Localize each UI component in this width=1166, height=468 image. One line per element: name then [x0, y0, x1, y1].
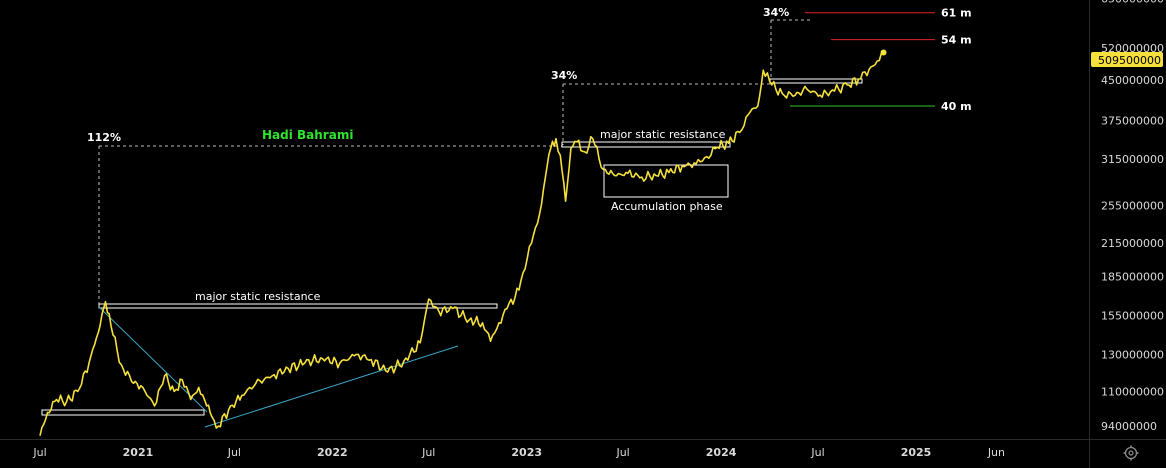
y-tick-label: 94000000	[1101, 420, 1157, 433]
x-tick-label: 2021	[123, 446, 154, 459]
accumulation-label: Accumulation phase	[611, 200, 723, 213]
x-tick-label: Jul	[810, 446, 824, 459]
price-series	[39, 49, 887, 436]
x-tick-label: 2022	[317, 446, 348, 459]
gear-icon-ring	[1124, 446, 1138, 460]
y-tick-label: 185000000	[1101, 270, 1164, 283]
x-tick-label: 2024	[706, 446, 737, 459]
pct-34a-label: 34%	[551, 69, 577, 82]
resistance-label-2: major static resistance	[600, 128, 726, 141]
x-tick-label: 2025	[901, 446, 932, 459]
price-level-label: 54 m	[941, 34, 972, 47]
y-tick-label: 520000000	[1101, 42, 1164, 55]
price-level-label: 61 m	[941, 7, 972, 20]
last-price-tag: 509500000	[1091, 52, 1163, 67]
x-axis-ticks: Jul 2021 Jul 2022 Jul 2023 Jul 2024 Jul 2025 Jun	[32, 446, 1005, 459]
annotation-layer: 112% Hadi Bahrami 34% 34% major static r…	[41, 6, 863, 428]
x-tick-label: Jun	[987, 446, 1005, 459]
y-tick-label: 650000000	[1101, 0, 1164, 6]
price-level-label: 40 m	[941, 100, 972, 113]
y-tick-label: 110000000	[1101, 385, 1164, 398]
trendline-up	[204, 345, 459, 428]
x-tick-label: Jul	[32, 446, 46, 459]
y-tick-label: 255000000	[1101, 200, 1164, 213]
y-tick-label: 375000000	[1101, 114, 1164, 127]
resistance-label-1: major static resistance	[195, 290, 321, 303]
y-tick-label: 130000000	[1101, 348, 1164, 361]
trendline-down	[98, 306, 208, 413]
resistance-box-1	[98, 303, 498, 309]
gear-icon-hub	[1128, 450, 1134, 456]
y-tick-label: 155000000	[1101, 310, 1164, 323]
gear-icon[interactable]	[1123, 445, 1139, 461]
x-tick-label: 2023	[511, 446, 542, 459]
x-tick-label: Jul	[615, 446, 629, 459]
y-axis-ticks: 650000000 520000000 450000000 375000000 3150…	[1101, 0, 1164, 433]
resistance-box-2	[561, 141, 731, 148]
pct-112-label: 112%	[87, 131, 121, 144]
x-tick-label: Jul	[421, 446, 435, 459]
pct-34b-label: 34%	[763, 6, 789, 19]
last-price-value: 509500000	[1098, 54, 1161, 67]
y-tick-label: 315000000	[1101, 153, 1164, 166]
gear-icon-teeth	[1123, 445, 1139, 461]
x-tick-label: Jul	[227, 446, 241, 459]
series-line	[39, 51, 884, 436]
last-point-marker	[880, 49, 887, 56]
y-tick-label: 215000000	[1101, 237, 1164, 250]
range-box-top	[769, 78, 863, 84]
author-label: Hadi Bahrami	[262, 128, 353, 142]
y-tick-label: 450000000	[1101, 74, 1164, 87]
support-box-low	[41, 409, 205, 416]
price-levels: 61 m 54 m 40 m	[790, 7, 972, 113]
accumulation-box	[603, 164, 729, 198]
last-price-background	[1091, 52, 1163, 67]
